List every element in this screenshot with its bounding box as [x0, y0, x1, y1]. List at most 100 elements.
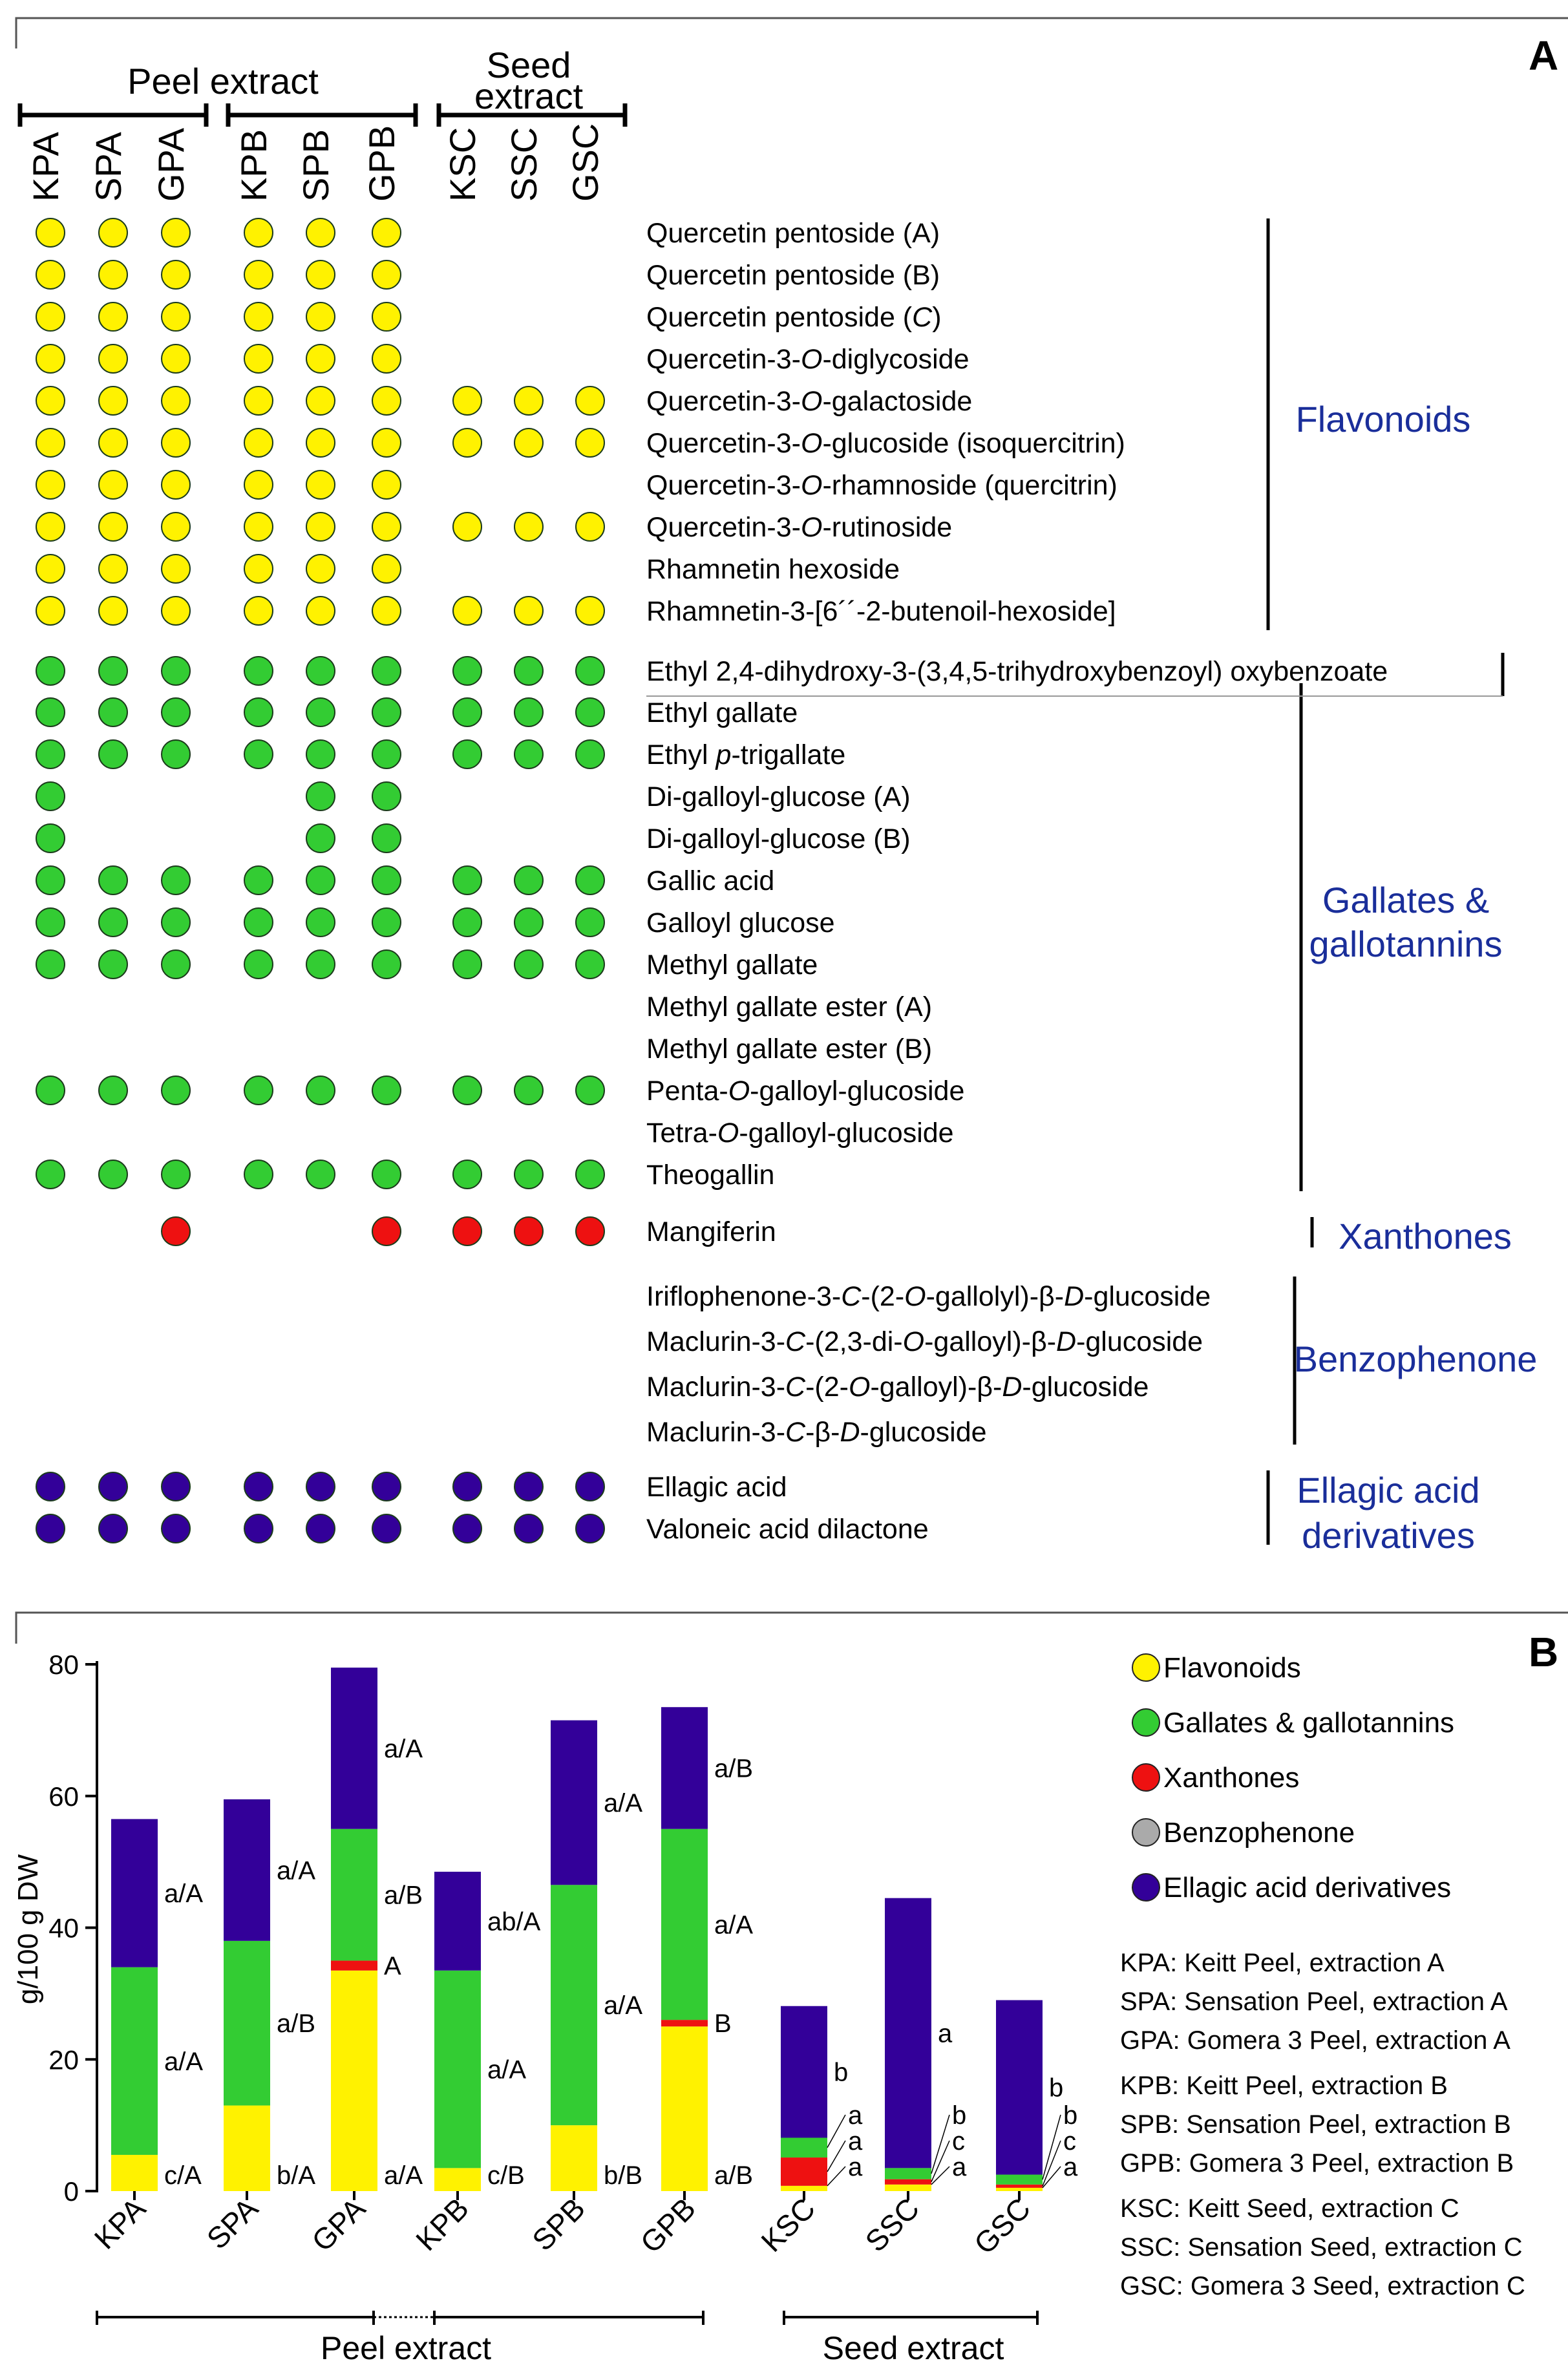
bar-segment-gpb	[661, 1707, 708, 1829]
x-tick-label-gsc: GSC	[968, 2191, 1037, 2260]
presence-dot	[244, 596, 273, 626]
sample-header-spb: SPB	[295, 129, 336, 202]
bar-segment-ksc	[781, 2137, 827, 2158]
sample-header-ssc: SSC	[503, 127, 544, 202]
compound-label: Valoneic acid dilactone	[646, 1514, 929, 1545]
significance-label: a	[848, 2101, 863, 2130]
presence-dot	[98, 865, 128, 895]
presence-dot	[575, 739, 605, 769]
legend-label: Flavonoids	[1163, 1652, 1301, 1684]
compound-label: Methyl gallate ester (A)	[646, 991, 932, 1023]
compound-label: Quercetin-3-O-diglycoside	[646, 344, 969, 375]
presence-dot	[306, 260, 335, 290]
presence-dot	[98, 1076, 128, 1105]
presence-dot	[36, 554, 65, 584]
presence-dot	[306, 823, 335, 853]
legend-label: Gallates & gallotannins	[1163, 1707, 1454, 1739]
presence-dot	[161, 554, 191, 584]
presence-dot	[372, 428, 401, 458]
class-gallates-line2: gallotannins	[1309, 924, 1503, 964]
significance-label: b	[1049, 2074, 1063, 2103]
presence-dot	[36, 949, 65, 979]
presence-dot	[514, 386, 544, 416]
significance-label: a/B	[714, 2161, 753, 2190]
significance-label: b	[1063, 2101, 1077, 2130]
panel-a-frame	[15, 17, 1568, 48]
presence-dot	[372, 781, 401, 811]
presence-dot	[575, 512, 605, 542]
presence-dot	[161, 865, 191, 895]
presence-dot	[452, 1076, 482, 1105]
presence-dot	[36, 260, 65, 290]
presence-dot	[452, 1160, 482, 1189]
presence-dot	[575, 907, 605, 937]
bar-segment-gpa	[331, 1970, 377, 2191]
abbreviation-line: KPB: Keitt Peel, extraction B	[1120, 2072, 1448, 2100]
presence-dot	[514, 512, 544, 542]
significance-leader	[931, 2114, 950, 2174]
abbreviation-line: KPA: Keitt Peel, extraction A	[1120, 1949, 1445, 1977]
significance-leader	[1042, 2114, 1061, 2180]
significance-label: a/A	[384, 1735, 423, 1763]
presence-dot	[514, 907, 544, 937]
x-tick-label-kpa: KPA	[88, 2191, 153, 2256]
significance-label: a	[848, 2127, 863, 2156]
presence-dot	[575, 656, 605, 686]
bar-segment-kpb	[434, 2168, 481, 2191]
legend-swatch	[1132, 1653, 1160, 1682]
presence-dot	[36, 697, 65, 727]
presence-dot	[98, 554, 128, 584]
presence-dot	[372, 1160, 401, 1189]
compound-label: Galloyl glucose	[646, 907, 835, 938]
presence-dot	[161, 512, 191, 542]
significance-label: b/B	[604, 2161, 642, 2190]
significance-label: c	[952, 2127, 965, 2156]
presence-dot	[514, 1160, 544, 1189]
presence-dot	[161, 218, 191, 248]
presence-dot	[306, 865, 335, 895]
compound-label: Ethyl 2,4-dihydroxy-3-(3,4,5-trihydroxyb…	[646, 656, 1388, 687]
presence-dot	[372, 470, 401, 500]
bar-segment-spa	[224, 2105, 270, 2191]
x-tick-label-kpb: KPB	[409, 2191, 475, 2257]
presence-dot	[306, 781, 335, 811]
bar-segment-ssc	[885, 2184, 931, 2191]
presence-dot	[372, 554, 401, 584]
presence-dot	[161, 656, 191, 686]
significance-leader	[1042, 2166, 1061, 2189]
presence-dot	[98, 697, 128, 727]
compound-label: Rhamnetin-3-[6´´-2-butenoil-hexoside]	[646, 596, 1116, 627]
presence-dot	[36, 739, 65, 769]
sample-headers: KPA SPA GPA KPB SPB GPB KSC SSC GSC	[25, 123, 606, 202]
presence-dot	[372, 1216, 401, 1246]
y-tick-label: 80	[48, 1649, 79, 1680]
presence-dot	[36, 781, 65, 811]
presence-dot	[575, 697, 605, 727]
presence-dot	[98, 302, 128, 332]
significance-label: A	[384, 1952, 401, 1980]
compound-labels: Quercetin pentoside (A) Quercetin pentosi…	[646, 218, 1388, 1545]
presence-dot	[372, 344, 401, 374]
bar-segment-ssc	[885, 2168, 931, 2179]
abbreviation-line: GPB: Gomera 3 Peel, extraction B	[1120, 2149, 1514, 2178]
significance-label: a/A	[604, 1789, 642, 1818]
y-tick-label: 0	[64, 2176, 79, 2207]
presence-dot	[452, 512, 482, 542]
panel-b-frame	[15, 1611, 1568, 1644]
significance-label: a/A	[384, 2161, 423, 2190]
presence-dot	[244, 907, 273, 937]
presence-dot	[161, 1472, 191, 1501]
significance-label: B	[714, 2009, 732, 2038]
bar-segment-kpb	[434, 1871, 481, 1971]
y-axis-label: g/100 g DW	[12, 1854, 44, 2004]
presence-dot	[575, 1076, 605, 1105]
compound-label: Tetra-O-galloyl-glucoside	[646, 1118, 954, 1149]
bar-segment-gpa	[331, 1828, 377, 1961]
presence-dot	[452, 949, 482, 979]
presence-dot	[161, 697, 191, 727]
significance-label: a/B	[714, 1754, 753, 1783]
presence-dot	[514, 949, 544, 979]
presence-dot	[372, 596, 401, 626]
abbreviation-line: GPA: Gomera 3 Peel, extraction A	[1120, 2026, 1510, 2055]
presence-dot	[161, 470, 191, 500]
